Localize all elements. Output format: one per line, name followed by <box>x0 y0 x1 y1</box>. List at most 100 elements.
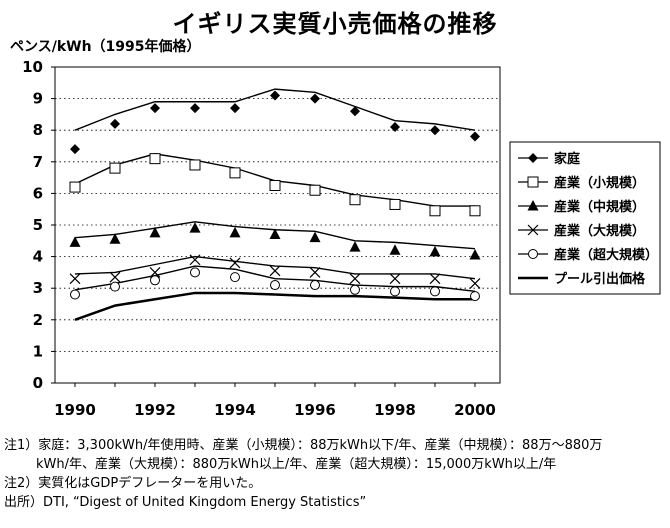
data-point-series-2 <box>229 226 241 238</box>
y-axis-unit-label: ペンス/kWh（1995年価格） <box>10 39 201 55</box>
y-tick-label: 7 <box>33 153 43 171</box>
data-point-series-3 <box>109 271 121 283</box>
legend-box <box>509 141 661 295</box>
data-point-series-2 <box>189 222 201 233</box>
data-point-series-3 <box>389 273 401 285</box>
legend-label: プール引出価格 <box>554 271 646 287</box>
note-line: kWh/年、産業（大規模）：880万kWh以上/年、産業（超大規模）：15,00… <box>36 457 557 472</box>
legend-label: 産業（大規模） <box>554 223 645 239</box>
legend-label: 産業（超大規模） <box>554 247 658 263</box>
data-point-series-1 <box>189 159 201 171</box>
data-point-series-4 <box>390 286 400 297</box>
data-point-series-1 <box>229 167 241 179</box>
data-point-series-4 <box>230 272 240 283</box>
y-tick-label: 4 <box>33 248 43 266</box>
data-point-series-0 <box>230 103 240 114</box>
data-point-series-2 <box>109 233 121 244</box>
note-line: 注2）実質化はGDPデフレーターを用いた。 <box>4 476 262 491</box>
data-point-series-4 <box>430 286 440 297</box>
data-point-series-1 <box>389 198 401 210</box>
series-line-0 <box>74 88 476 131</box>
legend-label: 家庭 <box>554 151 581 167</box>
legend-swatch-marker <box>527 224 539 236</box>
chart-title: イギリス実質小売価格の推移 <box>172 9 498 38</box>
data-point-series-4 <box>470 291 480 302</box>
data-point-series-2 <box>469 249 481 260</box>
data-point-series-4 <box>110 281 120 292</box>
line-chart: 0 1 2 3 4 5 6 7 8 9 10 1990 1992 1994 1996 1998 2000 家庭… <box>22 58 661 419</box>
data-point-series-4 <box>270 280 280 291</box>
data-point-series-3 <box>189 254 201 266</box>
data-point-series-3 <box>469 278 481 289</box>
legend-swatch-marker <box>528 249 538 259</box>
legend-label: 産業（中規模） <box>554 199 645 215</box>
data-point-series-0 <box>350 106 360 117</box>
data-point-series-0 <box>430 125 440 136</box>
data-point-series-4 <box>150 275 160 286</box>
y-tick-label: 1 <box>33 342 43 360</box>
data-point-series-1 <box>429 205 441 217</box>
data-point-series-1 <box>109 162 121 174</box>
y-tick-label: 8 <box>33 121 43 139</box>
data-point-series-2 <box>349 241 361 252</box>
data-point-series-0 <box>70 144 80 155</box>
x-tick-label: 1992 <box>134 401 176 419</box>
data-point-series-2 <box>309 231 321 243</box>
data-point-series-2 <box>429 245 441 257</box>
x-tick-label: 1990 <box>54 401 96 419</box>
y-axis-ticks: 0 1 2 3 4 5 6 7 8 9 10 <box>22 58 55 392</box>
data-point-series-1 <box>149 153 161 165</box>
data-point-series-1 <box>349 194 361 206</box>
series-line-4 <box>74 265 476 293</box>
y-tick-label: 10 <box>22 58 43 76</box>
series-markers <box>69 90 481 302</box>
legend-swatch-marker <box>527 176 539 188</box>
x-tick-label: 1998 <box>374 401 416 419</box>
data-point-series-4 <box>310 280 320 291</box>
y-tick-label: 6 <box>33 184 43 202</box>
x-tick-label: 2000 <box>454 401 496 419</box>
y-tick-label: 9 <box>33 90 43 108</box>
data-point-series-1 <box>69 181 81 193</box>
x-tick-label: 1994 <box>214 401 256 419</box>
data-point-series-4 <box>70 289 80 300</box>
legend-label: 産業（小規模） <box>554 175 645 191</box>
data-point-series-2 <box>69 236 81 247</box>
data-point-series-3 <box>269 265 281 277</box>
data-point-series-3 <box>309 266 321 278</box>
data-point-series-4 <box>350 284 360 295</box>
data-point-series-3 <box>349 273 361 285</box>
data-point-series-0 <box>390 122 400 133</box>
y-tick-label: 0 <box>33 374 43 392</box>
data-point-series-0 <box>470 131 480 142</box>
footnotes: 注1）家庭：3,300kWh/年使用時、産業（小規模）：88万kWh以下/年、産… <box>4 436 664 512</box>
data-point-series-1 <box>309 184 321 196</box>
y-tick-label: 3 <box>33 279 43 297</box>
data-point-series-2 <box>389 244 401 255</box>
data-point-series-1 <box>269 180 281 191</box>
legend-swatch-marker <box>527 200 539 211</box>
data-point-series-2 <box>149 226 161 238</box>
legend-swatch-marker <box>528 153 538 163</box>
series-line-5 <box>74 291 475 321</box>
data-point-series-0 <box>310 93 320 104</box>
data-point-series-4 <box>190 267 200 278</box>
data-point-series-2 <box>269 228 281 239</box>
data-point-series-0 <box>270 90 280 101</box>
data-point-series-3 <box>69 273 81 285</box>
x-tick-label: 1996 <box>294 401 336 419</box>
note-line: 注1）家庭：3,300kWh/年使用時、産業（小規模）：88万kWh以下/年、産… <box>4 438 603 453</box>
data-point-series-0 <box>190 103 200 114</box>
y-tick-label: 2 <box>33 311 43 329</box>
data-point-series-3 <box>229 257 241 269</box>
data-point-series-0 <box>110 118 120 129</box>
data-point-series-0 <box>150 103 160 114</box>
data-point-series-3 <box>429 273 441 285</box>
x-axis-ticks: 1990 1992 1994 1996 1998 2000 <box>54 383 496 419</box>
note-line: 出所）DTI, “Digest of United Kingdom Energy… <box>4 495 367 510</box>
series-line-3 <box>74 255 476 280</box>
y-tick-label: 5 <box>33 216 43 234</box>
data-point-series-1 <box>469 205 481 217</box>
data-point-series-3 <box>149 266 161 278</box>
